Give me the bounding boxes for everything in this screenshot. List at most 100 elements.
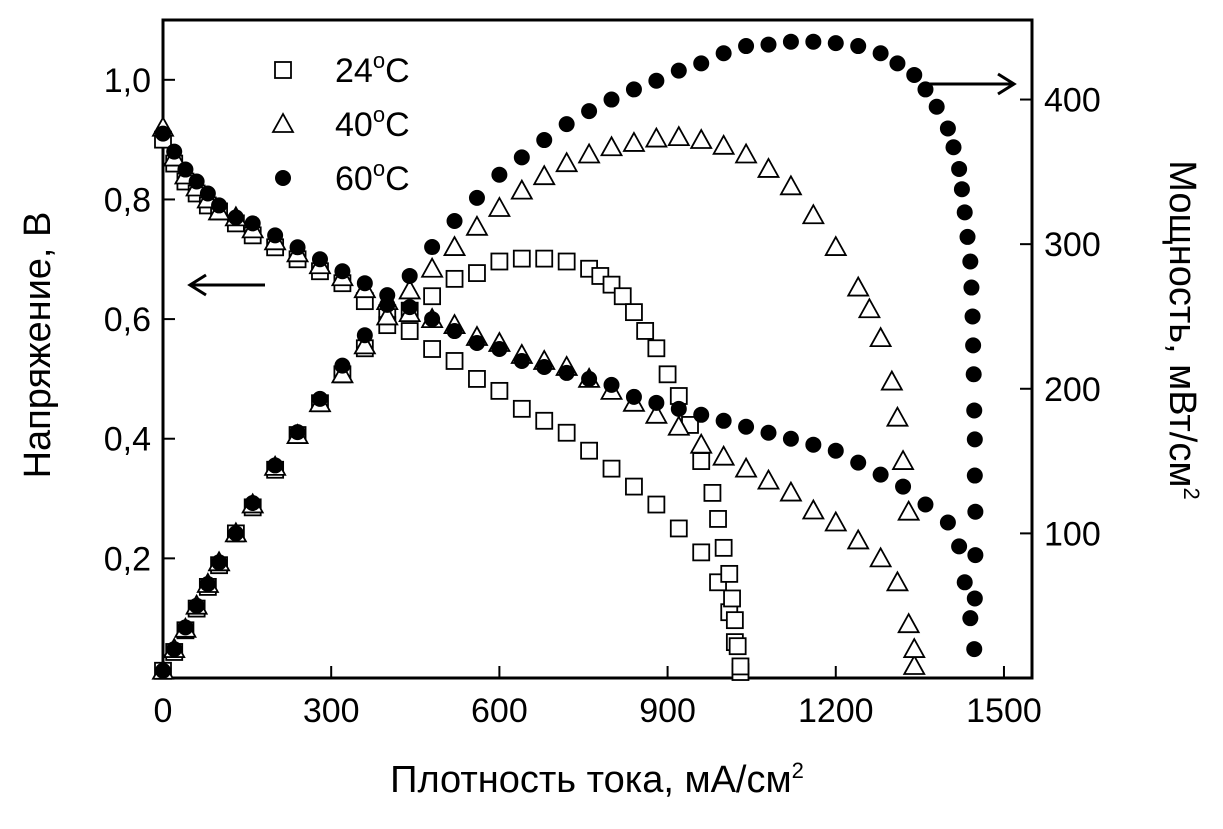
power-point xyxy=(850,38,867,55)
power-point xyxy=(964,308,981,325)
power-point xyxy=(966,431,983,448)
voltage-point xyxy=(956,574,973,591)
power-point xyxy=(636,322,655,340)
power-point xyxy=(356,327,373,344)
voltage-point xyxy=(244,215,261,232)
power-point xyxy=(902,637,926,658)
power-point xyxy=(723,589,741,608)
power-point xyxy=(928,98,945,115)
power-point xyxy=(709,510,727,528)
x-tick-label: 1200 xyxy=(798,692,874,730)
power-point xyxy=(267,457,284,474)
y-right-tick-label: 300 xyxy=(1044,226,1101,264)
power-point xyxy=(966,467,983,484)
voltage-point xyxy=(734,456,758,478)
legend-label: 60oC xyxy=(335,156,410,198)
voltage-point xyxy=(897,612,921,634)
power-point xyxy=(880,369,904,391)
power-point xyxy=(712,133,736,155)
power-point xyxy=(613,287,632,306)
voltage-point xyxy=(602,459,621,478)
power-point xyxy=(720,564,739,583)
voltage-point xyxy=(869,546,893,568)
power-point xyxy=(714,538,733,557)
power-point xyxy=(738,38,755,55)
power-point xyxy=(603,91,620,108)
power-point xyxy=(667,125,691,147)
legend-marker xyxy=(271,112,295,133)
voltage-point xyxy=(902,654,926,675)
right-axis-arrow xyxy=(928,72,1017,96)
voltage-point xyxy=(692,543,711,562)
voltage-point xyxy=(625,388,642,405)
power-point xyxy=(599,135,624,157)
power-point xyxy=(670,62,687,79)
voltage-point xyxy=(951,538,968,555)
legend-marker xyxy=(274,61,292,79)
power-point xyxy=(375,304,399,326)
power-point xyxy=(625,303,643,322)
voltage-point xyxy=(177,161,194,178)
voltage-point xyxy=(166,143,183,160)
voltage-point xyxy=(738,418,755,435)
power-point xyxy=(558,116,575,133)
power-point xyxy=(490,252,509,271)
power-point xyxy=(555,151,579,173)
power-point xyxy=(535,249,554,268)
y-left-tick-label: 1,0 xyxy=(104,62,151,100)
voltage-point xyxy=(648,394,665,411)
power-point xyxy=(487,196,511,217)
y-left-tick-label: 0,8 xyxy=(104,181,151,219)
power-point xyxy=(872,45,889,62)
power-point xyxy=(857,297,881,319)
power-point xyxy=(966,641,983,658)
voltage-point xyxy=(557,423,576,442)
voltage-point xyxy=(756,468,781,490)
power-point xyxy=(289,424,306,441)
y-right-tick-label: 100 xyxy=(1044,515,1101,553)
y-left-tick-label: 0,2 xyxy=(104,540,151,578)
power-point xyxy=(577,142,601,164)
ticks-layer: 0 300 600 900 1200 1500 0,2 0,4 0,6 0,8 1,0 100 200 3… xyxy=(104,62,1101,730)
power-point xyxy=(967,547,984,564)
power-point xyxy=(622,131,646,152)
y-right-tick-label: 400 xyxy=(1044,82,1101,120)
x-tick-label: 900 xyxy=(639,692,696,730)
voltage-point xyxy=(199,185,216,202)
power-point xyxy=(446,213,463,230)
power-point xyxy=(353,333,377,355)
voltage-point xyxy=(939,514,956,531)
power-point xyxy=(801,203,825,225)
power-point xyxy=(658,365,677,384)
power-point xyxy=(869,326,893,348)
voltage-point xyxy=(468,370,486,388)
power-point xyxy=(725,611,744,630)
power-point xyxy=(689,128,713,149)
power-point xyxy=(423,287,442,306)
power-point xyxy=(334,357,351,374)
power-point xyxy=(703,483,722,502)
power-point xyxy=(398,278,422,300)
power-point xyxy=(401,267,418,284)
legend-marker xyxy=(275,170,291,186)
voltage-point xyxy=(468,335,485,352)
voltage-point xyxy=(491,341,508,357)
power-point xyxy=(647,339,666,358)
power-point xyxy=(512,249,531,268)
power-point xyxy=(557,252,576,271)
power-point xyxy=(211,554,228,571)
power-point xyxy=(805,33,822,50)
power-point xyxy=(379,296,396,313)
voltage-point xyxy=(801,498,825,520)
power-point xyxy=(693,55,710,72)
voltage-point xyxy=(311,251,328,268)
power-point xyxy=(424,239,441,256)
power-point xyxy=(468,189,485,206)
voltage-point xyxy=(211,197,228,214)
voltage-point xyxy=(558,364,575,381)
voltage-point xyxy=(580,441,598,460)
voltage-point xyxy=(712,444,736,466)
y-left-tick-label: 0,4 xyxy=(104,421,151,459)
x-tick-label: 300 xyxy=(303,692,360,730)
